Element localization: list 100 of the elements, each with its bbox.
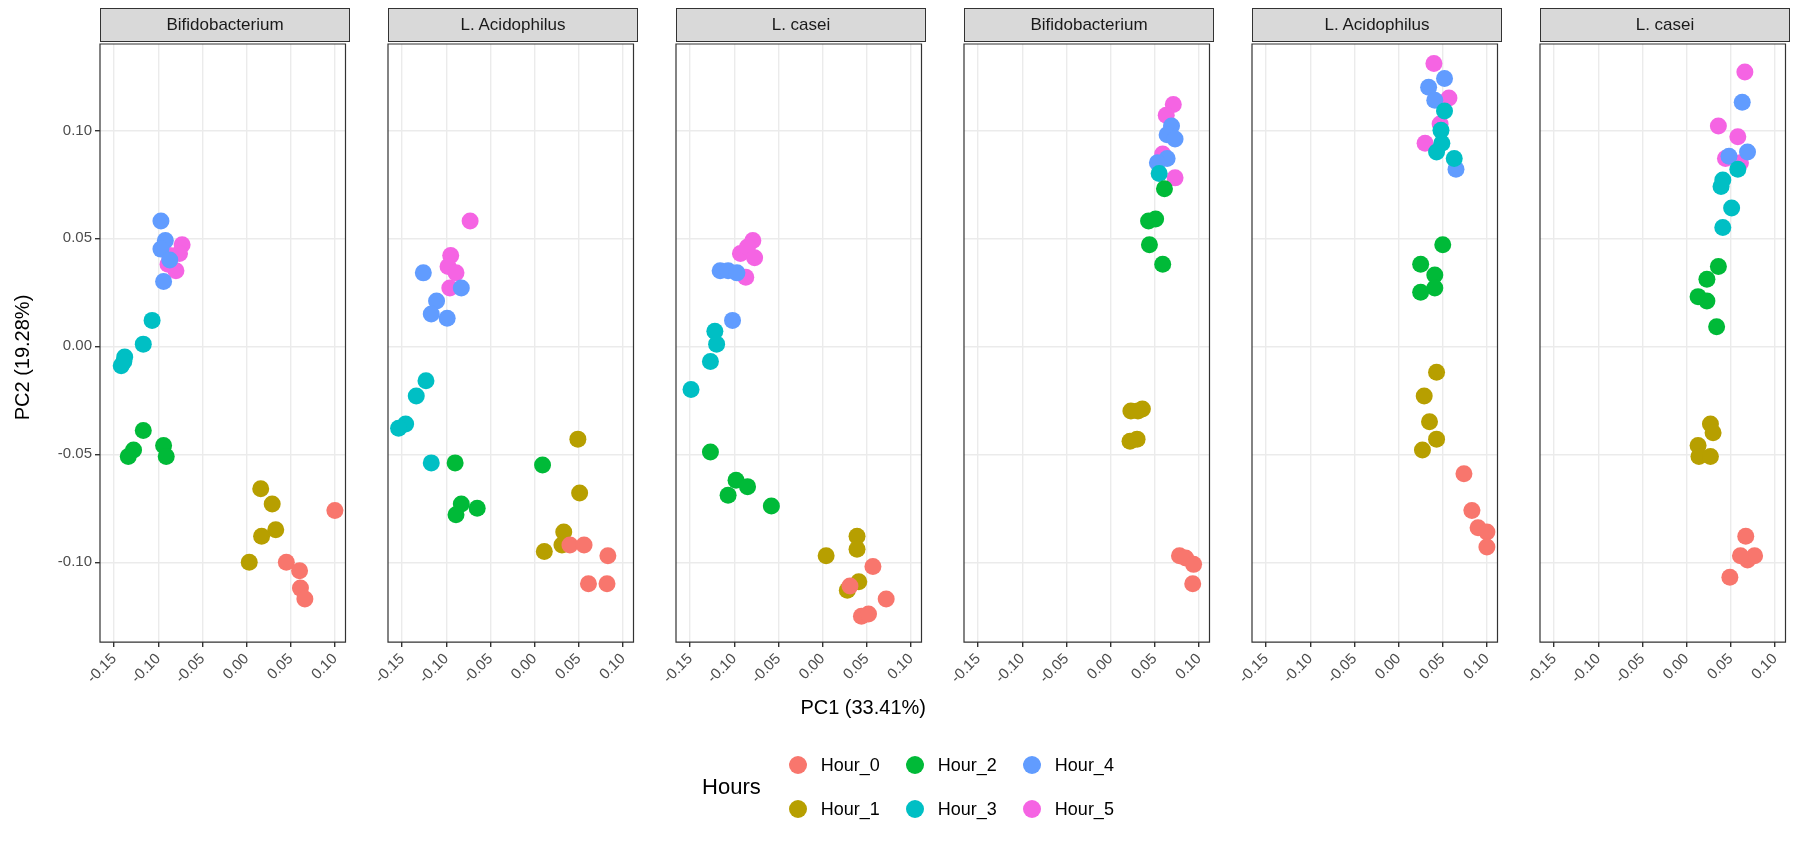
point [326, 501, 344, 519]
point [1463, 501, 1481, 519]
point [1445, 149, 1463, 167]
x-tick-label: 0.00 [1658, 649, 1692, 683]
x-tick-label: 0.00 [506, 649, 540, 683]
point [152, 212, 170, 230]
point [447, 506, 465, 524]
point [155, 273, 173, 291]
point [1729, 160, 1747, 178]
point [1455, 465, 1473, 483]
chart-title: Bifidobacterium [100, 8, 350, 42]
point [1185, 555, 1203, 573]
point [417, 372, 435, 390]
point [1737, 527, 1755, 545]
point [1739, 143, 1757, 161]
point [701, 352, 719, 370]
point [728, 264, 746, 282]
point [848, 540, 866, 558]
point [1733, 93, 1751, 111]
point [1714, 219, 1732, 237]
y-tick-label: 0.05 [62, 228, 92, 246]
point [1184, 575, 1202, 593]
y-tick-label: 0.10 [62, 120, 92, 138]
point [739, 478, 757, 496]
point [1416, 134, 1434, 152]
point [390, 419, 408, 437]
point [1425, 54, 1443, 72]
chart-title: L. Acidophilus [388, 8, 638, 42]
legend-label: Hour_0 [820, 754, 880, 776]
legend-title: Hours [702, 774, 761, 800]
point [1155, 180, 1173, 198]
point [571, 484, 589, 502]
point [1709, 117, 1727, 135]
x-tick-label: 0.00 [218, 649, 252, 683]
point [1436, 70, 1454, 88]
point [708, 335, 726, 353]
point [1709, 257, 1727, 275]
point [1421, 413, 1438, 431]
point [579, 575, 597, 593]
point [817, 547, 835, 565]
x-tick-label: 0.05 [551, 649, 584, 683]
point [1434, 236, 1452, 254]
point [1712, 178, 1730, 196]
point [152, 240, 170, 258]
x-axis-title: PC1 (33.41%) [799, 696, 927, 719]
point [119, 447, 137, 465]
point [446, 454, 464, 472]
point [599, 547, 617, 565]
point [422, 305, 440, 323]
point [407, 387, 425, 405]
point [701, 443, 719, 461]
point [1428, 143, 1446, 161]
point [1166, 130, 1184, 148]
point [468, 499, 486, 517]
point [1140, 236, 1158, 254]
point [841, 577, 859, 595]
point [1415, 387, 1433, 405]
point [598, 575, 616, 593]
point [1150, 165, 1168, 183]
point [724, 311, 742, 329]
point [535, 542, 553, 560]
point [1720, 147, 1738, 165]
chart-title: L. Acidophilus [1252, 8, 1502, 42]
chart-title: L. casei [676, 8, 926, 42]
point [1478, 523, 1496, 541]
x-tick-label: 0.05 [263, 649, 296, 683]
x-tick-label: 0.00 [794, 649, 828, 683]
point [452, 279, 470, 297]
point [1428, 430, 1446, 448]
point [1412, 283, 1430, 301]
x-tick-label: 0.05 [1415, 649, 1448, 683]
y-tick-label: -0.05 [57, 444, 92, 462]
point [461, 212, 479, 230]
point [157, 447, 175, 465]
point [762, 497, 780, 515]
x-tick-label: 0.05 [839, 649, 872, 683]
point [1736, 63, 1754, 81]
point [1412, 255, 1430, 273]
point [1166, 169, 1184, 187]
point [1426, 279, 1444, 297]
point [1420, 78, 1438, 96]
point [1723, 199, 1741, 217]
legend-label: Hour_3 [937, 798, 997, 820]
point [1154, 255, 1172, 273]
point [682, 380, 700, 398]
point [1721, 568, 1739, 586]
point [1436, 102, 1454, 120]
point [134, 335, 152, 353]
point [1426, 91, 1444, 109]
point [134, 422, 152, 439]
point [719, 486, 737, 504]
point [1147, 210, 1165, 228]
point [1746, 547, 1764, 565]
point [1428, 363, 1446, 381]
point [240, 553, 258, 571]
point [746, 249, 764, 267]
point [143, 311, 161, 329]
point [1708, 318, 1726, 336]
point [1478, 538, 1496, 556]
x-tick-label: 0.00 [1082, 649, 1116, 683]
